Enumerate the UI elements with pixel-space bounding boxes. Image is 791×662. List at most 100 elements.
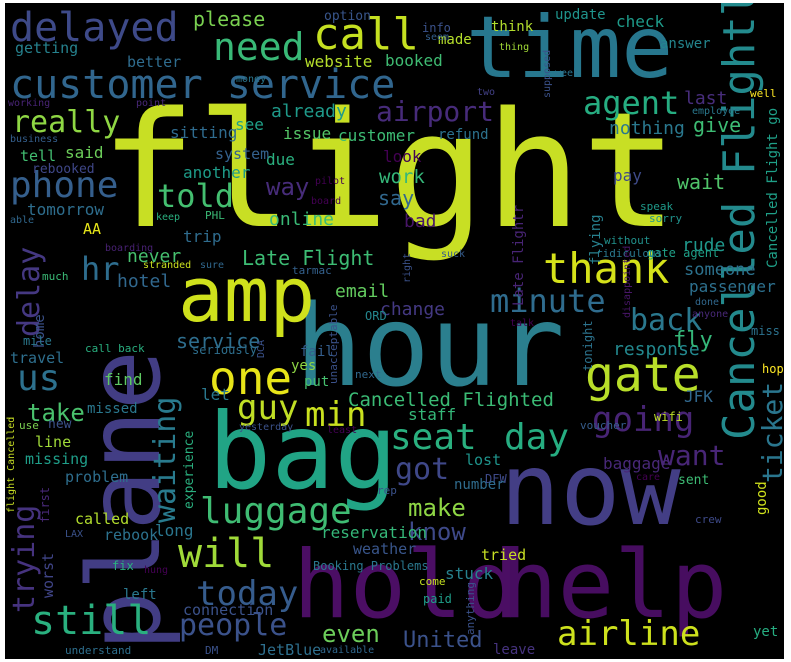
word-agent: agent xyxy=(583,84,680,122)
word-airline: airline xyxy=(557,614,701,654)
word-yes: yes xyxy=(291,358,317,374)
word-gate-agent: gate agent xyxy=(647,246,720,260)
word-amp: amp xyxy=(178,250,316,339)
word-left: left xyxy=(123,587,157,603)
word-better: better xyxy=(127,53,182,71)
word-change: change xyxy=(380,299,446,320)
word-stuck: stuck xyxy=(445,564,494,583)
word-rebooked: rebooked xyxy=(32,162,95,177)
word-see: see xyxy=(235,115,264,134)
word-hold: hold xyxy=(293,531,520,640)
word-wait: wait xyxy=(677,170,726,194)
word-nothing: nothing xyxy=(609,118,685,139)
word-hotel: hotel xyxy=(117,271,172,292)
word-cancelled-flightled: Cancelled Flightled xyxy=(714,3,765,440)
word-info: info xyxy=(422,21,451,35)
word-ticket: ticket xyxy=(756,381,784,483)
word-booking-problems: Booking Problems xyxy=(313,559,429,573)
word-please: please xyxy=(193,7,266,31)
word-seat: seat xyxy=(390,417,477,458)
word-take: take xyxy=(27,399,85,427)
word-one: one xyxy=(209,351,293,405)
word-thing: thing xyxy=(499,42,530,53)
word-disappointed: disappointed xyxy=(622,245,633,318)
word-anything: anything xyxy=(464,582,477,635)
word-pay: pay xyxy=(613,166,642,185)
word-wifi: wifi xyxy=(654,410,683,424)
word-sorry: sorry xyxy=(649,212,683,225)
word-dca: DCA xyxy=(256,339,267,358)
word-baggage: baggage xyxy=(603,454,671,473)
word-tonight: tonight xyxy=(581,320,595,371)
word-flying: flying xyxy=(588,214,604,265)
word-hung: hung xyxy=(144,565,169,576)
word-think: think xyxy=(491,19,534,35)
word-available: available xyxy=(320,645,375,656)
word-lost: lost xyxy=(465,451,502,469)
word-call-back: call back xyxy=(85,342,145,355)
word-experience: experience xyxy=(182,430,197,509)
word-leave: leave xyxy=(493,642,536,658)
word-board: board xyxy=(311,196,342,207)
word-jetblue: JetBlue xyxy=(258,641,322,659)
word-help: help xyxy=(501,531,728,640)
word-line: line xyxy=(35,433,72,451)
word-working: working xyxy=(8,98,51,109)
word-much: much xyxy=(42,270,69,283)
word-fix: fix xyxy=(112,559,134,573)
word-bad: bad xyxy=(404,211,437,232)
word-still: still xyxy=(31,598,152,644)
word-booked: booked xyxy=(385,51,443,70)
word-yesterday: yesterday xyxy=(239,422,294,433)
word-tomorrow: tomorrow xyxy=(27,200,105,219)
word-good: good xyxy=(754,481,770,515)
word-now: now xyxy=(500,431,681,548)
word-bag: bag xyxy=(208,391,398,513)
word-first: first xyxy=(38,486,52,523)
word-tell: tell xyxy=(20,147,57,165)
word-dm: DM xyxy=(205,644,219,657)
word-rep: rep xyxy=(377,484,397,497)
word-phl: PHL xyxy=(205,209,225,222)
word-mile: mile xyxy=(23,334,52,348)
word-worst: worst xyxy=(39,552,57,598)
word-know: know xyxy=(408,518,466,546)
word-flight: flight xyxy=(100,77,678,264)
word-done: done xyxy=(695,297,720,308)
word-next: next xyxy=(355,368,382,381)
word-seriously: seriously xyxy=(192,343,258,357)
word-website: website xyxy=(305,52,373,71)
word-give: give xyxy=(693,113,742,137)
word-way: way xyxy=(266,173,310,201)
word-two: two xyxy=(477,87,496,98)
word-cancelled-flight-go: Cancelled Flight go xyxy=(765,107,781,268)
word-ridiculous: ridiculous xyxy=(596,247,663,260)
word-even: even xyxy=(322,620,380,648)
word-hope: hope xyxy=(762,362,784,376)
word-answer: answer xyxy=(660,36,711,52)
word-business: business xyxy=(10,134,59,145)
word-weather: weather xyxy=(353,540,417,558)
word-called: called xyxy=(75,510,130,528)
word-system: system xyxy=(215,145,270,163)
word-employee: employee xyxy=(692,106,741,117)
word-supposed: supposed xyxy=(542,49,553,98)
word-really: really xyxy=(12,105,121,140)
word-already: already xyxy=(271,101,347,122)
word-fly: fly xyxy=(673,328,713,353)
word-told: told xyxy=(157,177,235,215)
word-someone: someone xyxy=(684,260,756,280)
word-long: long xyxy=(155,521,194,540)
word-time: time xyxy=(466,3,674,98)
word-sent: sent xyxy=(678,473,710,488)
word-put: put xyxy=(304,374,330,390)
word-going: going xyxy=(592,400,695,440)
word-find: find xyxy=(104,370,143,389)
word-sitting: sitting xyxy=(170,123,238,142)
word-lax: LAX xyxy=(65,529,84,540)
word-online: online xyxy=(269,209,335,230)
word-aa: AA xyxy=(83,220,102,238)
word-response: response xyxy=(613,339,700,360)
word-well: well xyxy=(750,87,777,100)
word-service: service xyxy=(176,329,261,353)
